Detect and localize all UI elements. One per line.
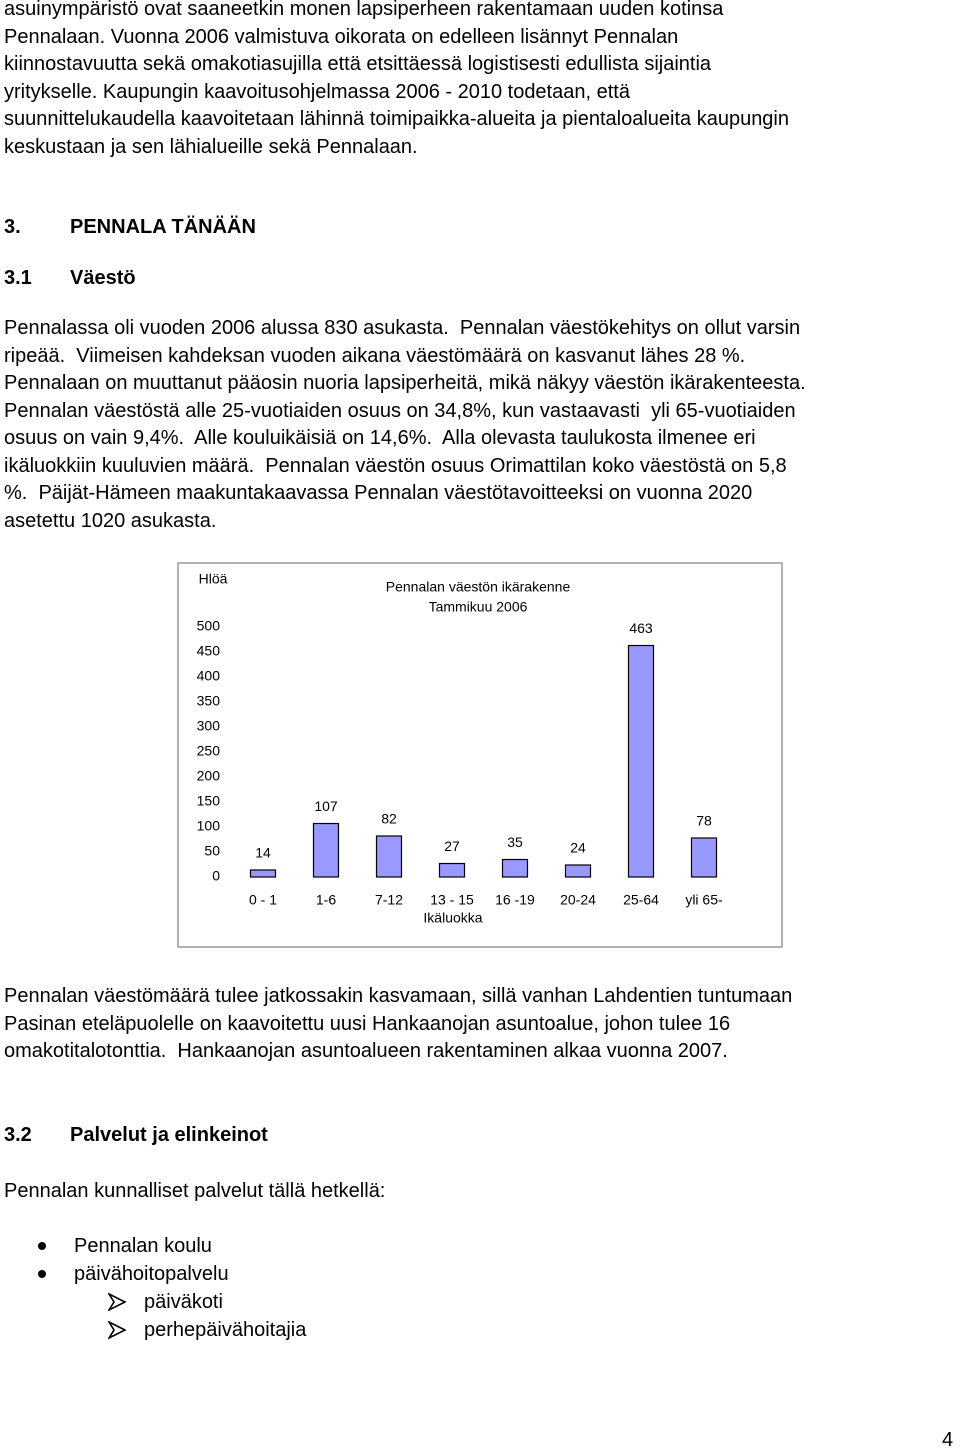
y-tick-label: 150	[197, 793, 221, 809]
bullet-arrow	[108, 1293, 126, 1311]
x-tick-label: 16 -19	[495, 892, 535, 908]
data-label: 463	[629, 620, 653, 636]
y-tick-label: 450	[197, 643, 221, 659]
text-line: Pennalan väestöstä alle 25-vuotiaiden os…	[4, 399, 796, 422]
text-line: Pennalassa oli vuoden 2006 alussa 830 as…	[4, 317, 801, 339]
bullet-arrow	[108, 1321, 126, 1339]
heading-number: 3.	[4, 216, 21, 238]
text-line: asetettu 1020 asukasta.	[4, 509, 217, 532]
y-tick-label: 100	[197, 818, 221, 834]
text-line: yritykselle. Kaupungin kaavoitusohjelmas…	[4, 80, 630, 103]
text-line: ikäluokkiin kuuluvien määrä. Pennalan vä…	[4, 454, 787, 477]
y-tick-label: 200	[197, 768, 221, 784]
x-tick-label: yli 65-	[685, 892, 723, 908]
bullet-dot	[38, 1242, 46, 1250]
heading-title: PENNALA TÄNÄÄN	[70, 216, 256, 238]
chart-title: Pennalan väestön ikärakenne	[386, 579, 571, 595]
text-line: suunnittelukaudella kaavoitetaan lähinnä…	[4, 108, 789, 130]
heading: 3.1 Väestö	[4, 264, 136, 292]
data-label: 82	[381, 811, 397, 827]
x-tick-label: 20-24	[560, 892, 596, 908]
data-label: 24	[570, 840, 586, 856]
data-label: 14	[255, 845, 271, 861]
y-tick-label: 250	[197, 743, 221, 759]
text-line: osuus on vain 9,4%. Alle kouluikäisiä on…	[4, 427, 756, 449]
heading: 3. PENNALA TÄNÄÄN	[4, 213, 256, 241]
x-tick-label: 25-64	[623, 892, 659, 908]
bar	[501, 858, 529, 878]
text-line: omakotitalotonttia. Hankaanojan asuntoal…	[4, 1040, 728, 1062]
text-line: asuinympäristö ovat saaneetkin monen lap…	[4, 0, 724, 20]
text-line: keskustaan ja sen lähialueille sekä Penn…	[4, 135, 418, 158]
text-line: Pennalaan. Vuonna 2006 valmistuva oikora…	[4, 25, 679, 48]
x-tick-label: 1-6	[316, 892, 336, 908]
x-tick-label: 13 - 15	[430, 892, 474, 908]
y-tick-label: 50	[204, 843, 220, 859]
arrow-shape	[108, 1293, 126, 1311]
bar	[690, 837, 718, 878]
heading-title: Palvelut ja elinkeinot	[70, 1124, 268, 1146]
y-tick-label: 500	[197, 618, 221, 634]
text-line: Pennalaan on muuttanut pääosin nuoria la…	[4, 372, 806, 394]
bar	[375, 835, 403, 878]
heading-number: 3.1	[4, 267, 32, 289]
x-tick-label: 0 - 1	[249, 892, 277, 908]
data-label: 107	[314, 798, 338, 814]
paragraph: Pennalan väestömäärä tulee jatkossakin k…	[4, 983, 792, 1066]
bullet-item: Pennalan koulu	[74, 1235, 212, 1257]
chart-frame	[177, 562, 783, 948]
text-line: Pennalan väestömäärä tulee jatkossakin k…	[4, 985, 793, 1007]
bar	[312, 822, 340, 878]
bullet-dot	[38, 1270, 46, 1278]
chart: Pennalan väestön ikärakenne Tammikuu 200…	[177, 562, 783, 948]
bar	[564, 864, 592, 878]
y-tick-label: 350	[197, 693, 221, 709]
heading-number: 3.2	[4, 1124, 32, 1146]
arrow-shape	[108, 1321, 126, 1339]
x-axis-label: Ikäluokka	[423, 910, 482, 926]
bar	[249, 869, 277, 878]
y-tick-label: 300	[197, 718, 221, 734]
text-line: kiinnostavuutta sekä omakotiasujilla ett…	[4, 53, 712, 75]
data-label: 35	[507, 834, 523, 850]
page-number: 4	[942, 1429, 954, 1451]
y-tick-label: 0	[212, 868, 220, 884]
text-line: Pasinan eteläpuolelle on kaavoitettu uus…	[4, 1012, 731, 1035]
text-line: %. Päijät-Hämeen maakuntakaavassa Pennal…	[4, 482, 753, 504]
text-line: ripeää. Viimeisen kahdeksan vuoden aikan…	[4, 344, 746, 367]
data-label: 27	[444, 838, 460, 854]
paragraph: Pennalassa oli vuoden 2006 alussa 830 as…	[4, 315, 806, 535]
bar	[438, 862, 466, 878]
paragraph: Pennalan kunnalliset palvelut tällä hetk…	[4, 1180, 386, 1202]
chart-subtitle: Tammikuu 2006	[429, 599, 528, 615]
bullet-item: päivähoitopalvelu	[74, 1263, 229, 1285]
y-tick-label: 400	[197, 668, 221, 684]
bar	[627, 644, 655, 878]
x-tick-label: 7-12	[375, 892, 403, 908]
bullet-item: päiväkoti	[144, 1291, 223, 1313]
heading: 3.2 Palvelut ja elinkeinot	[4, 1121, 268, 1149]
data-label: 78	[696, 813, 712, 829]
bullet-item: perhepäivähoitajia	[144, 1319, 307, 1341]
y-axis-label: Hlöä	[199, 571, 228, 587]
paragraph: asuinympäristö ovat saaneetkin monen lap…	[4, 0, 789, 161]
heading-title: Väestö	[70, 267, 136, 289]
